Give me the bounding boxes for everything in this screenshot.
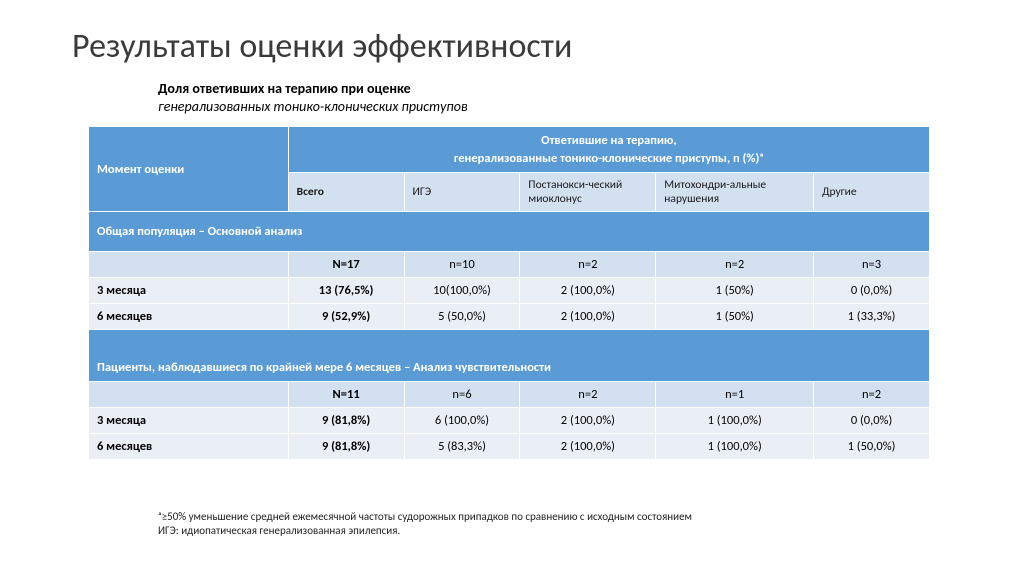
results-table-wrap: Момент оценки Ответившие на терапию, ген… <box>88 126 930 460</box>
s2-row-3mo: 3 месяца 9 (81,8%) 6 (100,0%) 2 (100,0%)… <box>89 408 930 434</box>
section2-n-row: N=11 n=6 n=2 n=1 n=2 <box>89 382 930 408</box>
s2r2-total: 9 (81,8%) <box>288 434 404 460</box>
s2r1-ige: 6 (100,0%) <box>404 408 520 434</box>
n1-mito: n=2 <box>656 252 814 278</box>
s1r1-mito: 1 (50%) <box>656 278 814 304</box>
s2r2-ige: 5 (83,3%) <box>404 434 520 460</box>
s1r2-other: 1 (33,3%) <box>814 304 930 330</box>
hdr-moment: Момент оценки <box>89 127 289 212</box>
subhdr-total-text: Всего <box>297 185 324 199</box>
s1r2-ige: 5 (50,0%) <box>404 304 520 330</box>
hdr-resp-line1: Ответившие на терапию, <box>297 132 921 150</box>
footnote-2: ИГЭ: идиопатическая генерализованная эпи… <box>158 524 400 538</box>
s2r2-label: 6 месяцев <box>89 434 289 460</box>
subtitle-line1: Доля ответивших на терапию при оценке <box>158 80 411 97</box>
n1-total: N=17 <box>288 252 404 278</box>
s2r2-mito: 1 (100,0%) <box>656 434 814 460</box>
subhdr-mito: Митохондри-альные нарушения <box>656 173 814 212</box>
s2r1-mito: 1 (100,0%) <box>656 408 814 434</box>
s1-row-3mo: 3 месяца 13 (76,5%) 10(100,0%) 2 (100,0%… <box>89 278 930 304</box>
results-table: Момент оценки Ответившие на терапию, ген… <box>88 126 930 460</box>
subhdr-total: Всего <box>288 173 404 212</box>
n2-mito: n=1 <box>656 382 814 408</box>
n1-ige: n=10 <box>404 252 520 278</box>
subhdr-other: Другие <box>814 173 930 212</box>
section2-header: Пациенты, наблюдавшиеся по крайней мере … <box>89 330 930 382</box>
section1-n-row: N=17 n=10 n=2 n=2 n=3 <box>89 252 930 278</box>
s1r2-post: 2 (100,0%) <box>520 304 656 330</box>
s1r1-other: 0 (0,0%) <box>814 278 930 304</box>
s2r1-label: 3 месяца <box>89 408 289 434</box>
n2-total: N=11 <box>288 382 404 408</box>
hdr-resp-line2: генерализованные тонико-клонические прис… <box>297 150 921 168</box>
s1r2-mito: 1 (50%) <box>656 304 814 330</box>
subhdr-ige: ИГЭ <box>404 173 520 212</box>
subtitle-line2: генерализованных тонико-клонических прис… <box>158 98 468 115</box>
s1r1-ige: 10(100,0%) <box>404 278 520 304</box>
footnote-1: ᵃ≥50% уменьшение средней ежемесячной час… <box>158 510 692 524</box>
hdr-responders: Ответившие на терапию, генерализованные … <box>288 127 929 173</box>
s1r1-total: 13 (76,5%) <box>288 278 404 304</box>
subtitle-block: Доля ответивших на терапию при оценке ге… <box>158 80 468 115</box>
n1-other: n=3 <box>814 252 930 278</box>
n2-post: n=2 <box>520 382 656 408</box>
s1r2-total: 9 (52,9%) <box>288 304 404 330</box>
s2r1-post: 2 (100,0%) <box>520 408 656 434</box>
s2r2-other: 1 (50,0%) <box>814 434 930 460</box>
n2-other: n=2 <box>814 382 930 408</box>
section1-header: Общая популяция – Основной анализ <box>89 212 930 252</box>
n1-post: n=2 <box>520 252 656 278</box>
s1-row-6mo: 6 месяцев 9 (52,9%) 5 (50,0%) 2 (100,0%)… <box>89 304 930 330</box>
s1r1-label: 3 месяца <box>89 278 289 304</box>
subhdr-post: Постанокси-ческий миоклонус <box>520 173 656 212</box>
n2-ige: n=6 <box>404 382 520 408</box>
s2r2-post: 2 (100,0%) <box>520 434 656 460</box>
s1r1-post: 2 (100,0%) <box>520 278 656 304</box>
slide-title: Результаты оценки эффективности <box>72 26 572 67</box>
s2r1-total: 9 (81,8%) <box>288 408 404 434</box>
s2-row-6mo: 6 месяцев 9 (81,8%) 5 (83,3%) 2 (100,0%)… <box>89 434 930 460</box>
s2r1-other: 0 (0,0%) <box>814 408 930 434</box>
s1r2-label: 6 месяцев <box>89 304 289 330</box>
